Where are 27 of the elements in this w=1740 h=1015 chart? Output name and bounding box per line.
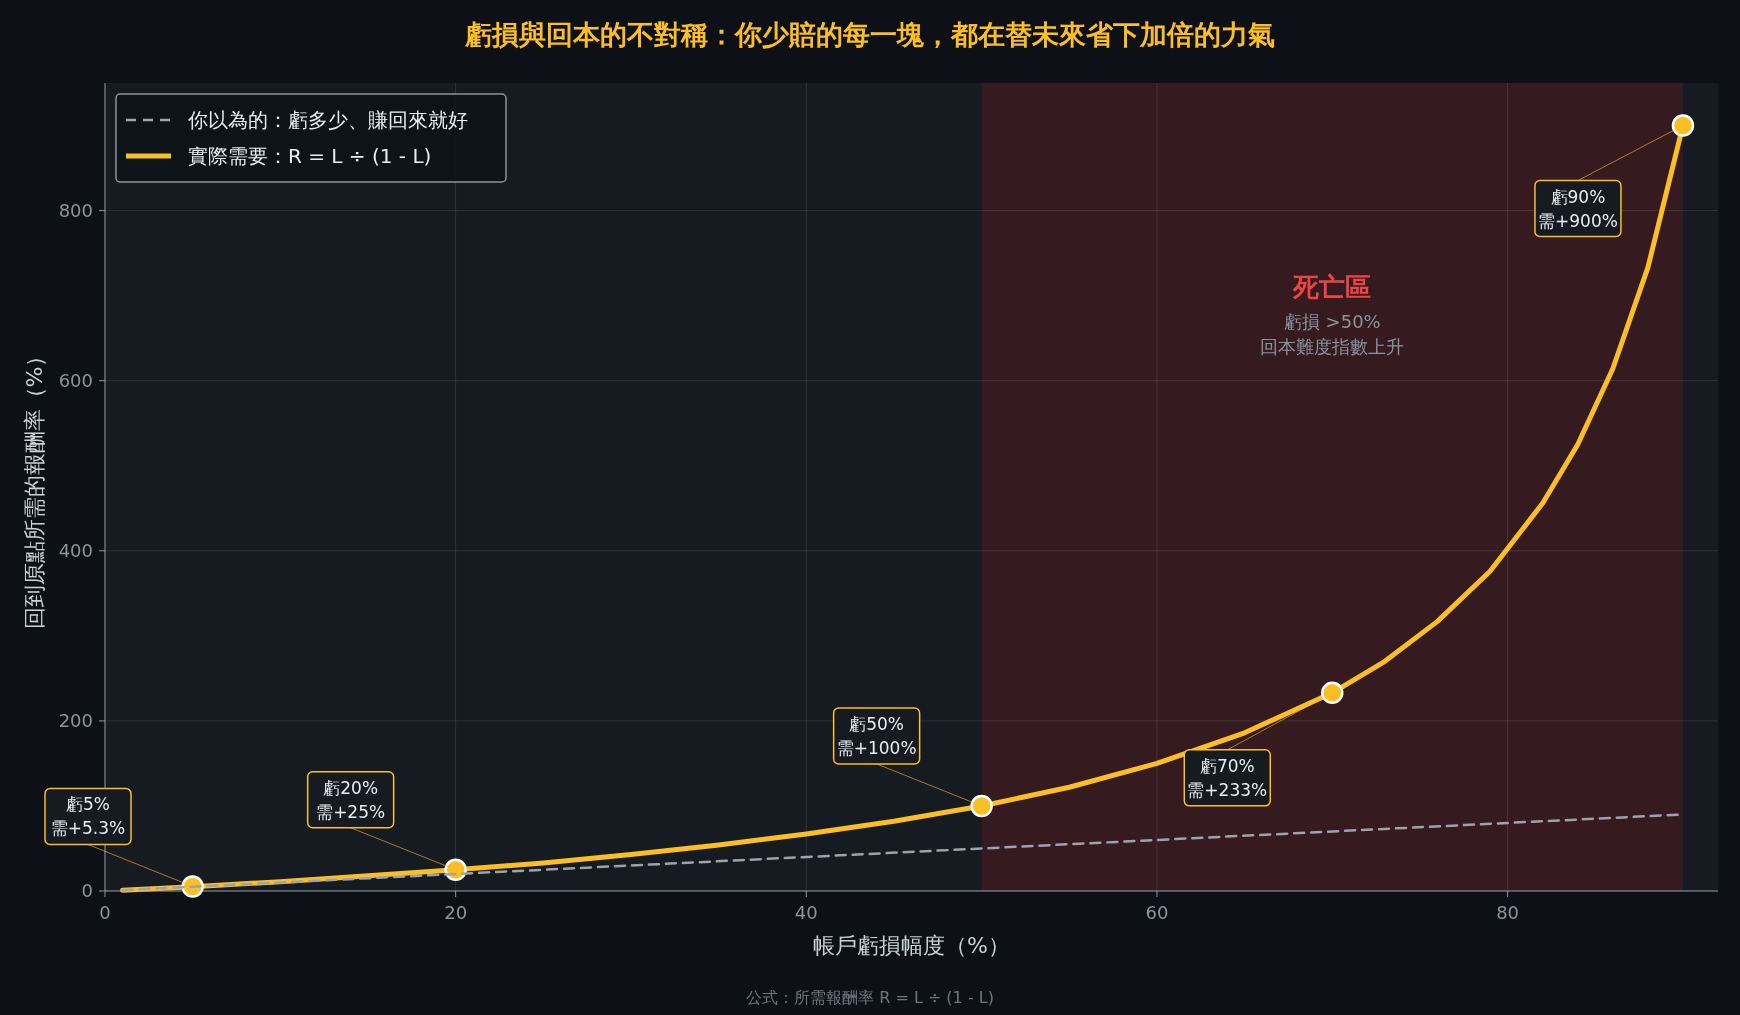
y-tick-label: 200 [58,709,93,731]
annotation: 虧90% 需+900% [1538,186,1618,231]
point [1321,681,1344,705]
text: 公式：所需報酬率 R = L ÷ (1 - L) [746,988,994,1007]
y-tick-label: 800 [58,199,93,221]
annotation: 虧50% 需+100% [836,713,917,758]
legend-label: 實際需要：R = L ÷ (1 - L) [188,144,432,168]
annotation: 虧5% 需+5.3% [50,794,126,839]
annotation: 虧70% 需+233% [1187,755,1268,800]
y-tick-label: 0 [81,880,93,901]
y-axis-title: 回到原點所需的報酬率（%） [22,344,47,630]
point [1671,114,1695,137]
legend-label: 你以為的：虧多少、賺回來就好 [187,108,468,132]
chart-title: 虧損與回本的不對稱：你少賠的每一塊，都在替未來省下加倍的力氣 [464,19,1275,50]
x-tick-label: 80 [1496,902,1520,923]
x-tick-label: 20 [444,902,468,923]
point [970,794,993,818]
x-tick-label: 40 [794,902,818,923]
y-tick-label: 400 [58,539,93,561]
x-axis-title: 帳戶虧損幅度（%） [813,933,1010,958]
x-tick-label: 60 [1145,902,1169,923]
annotation: 虧損 >50% [1283,310,1381,332]
y-tick-label: 600 [58,369,93,391]
annotation: 回本難度指數上升 [1260,335,1405,357]
x-tick-label: 0 [99,902,111,923]
band-label: 死亡區 [1292,271,1372,302]
annotation: 虧20% 需+25% [316,777,386,822]
